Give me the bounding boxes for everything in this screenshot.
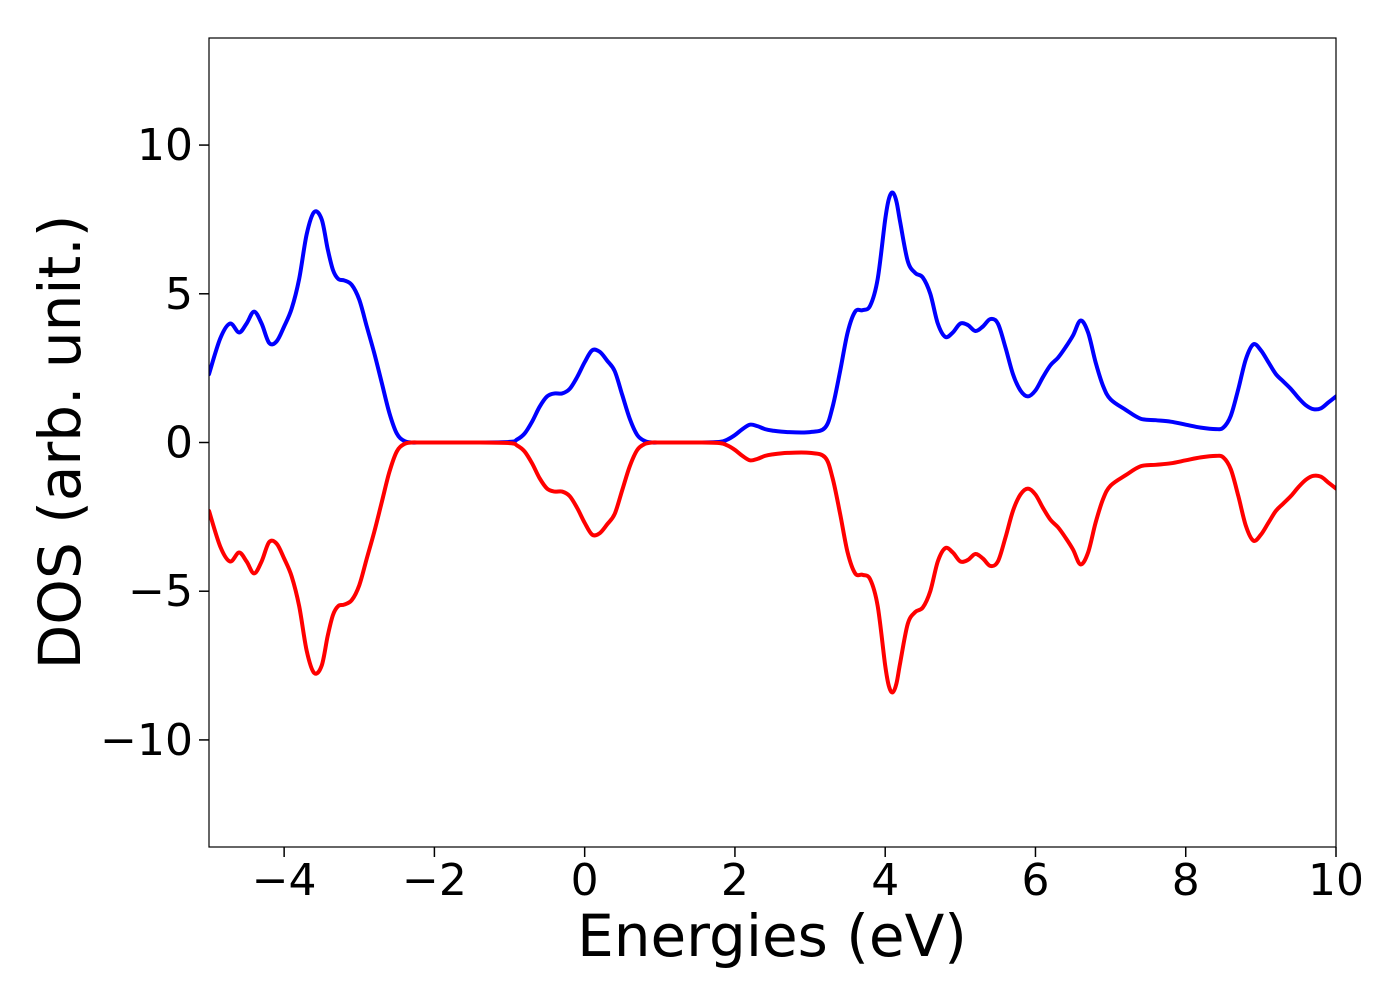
y-tick-label: 5 xyxy=(165,269,193,320)
y-axis-ticks: −10 −5 0 5 10 xyxy=(100,120,209,766)
y-tick-label: 0 xyxy=(165,418,193,469)
series-line-1 xyxy=(209,190,1336,445)
x-tick-label: 4 xyxy=(871,855,899,906)
series-line-2 xyxy=(209,440,1336,695)
x-tick-label: 6 xyxy=(1021,855,1049,906)
series-layer xyxy=(209,190,1336,695)
x-tick-label: 2 xyxy=(721,855,749,906)
x-tick-label: 10 xyxy=(1308,855,1364,906)
x-tick-label: −4 xyxy=(252,855,317,906)
y-axis-label: DOS (arb. unit.) xyxy=(26,215,94,670)
y-tick-label: −5 xyxy=(128,566,193,617)
x-axis-ticks: −4 −2 0 2 4 6 8 10 xyxy=(252,847,1364,906)
x-tick-label: 8 xyxy=(1172,855,1200,906)
x-tick-label: 0 xyxy=(571,855,599,906)
x-axis-label: Energies (eV) xyxy=(577,902,967,970)
x-tick-label: −2 xyxy=(402,855,467,906)
y-tick-label: 10 xyxy=(137,120,193,171)
y-tick-label: −10 xyxy=(100,715,193,766)
